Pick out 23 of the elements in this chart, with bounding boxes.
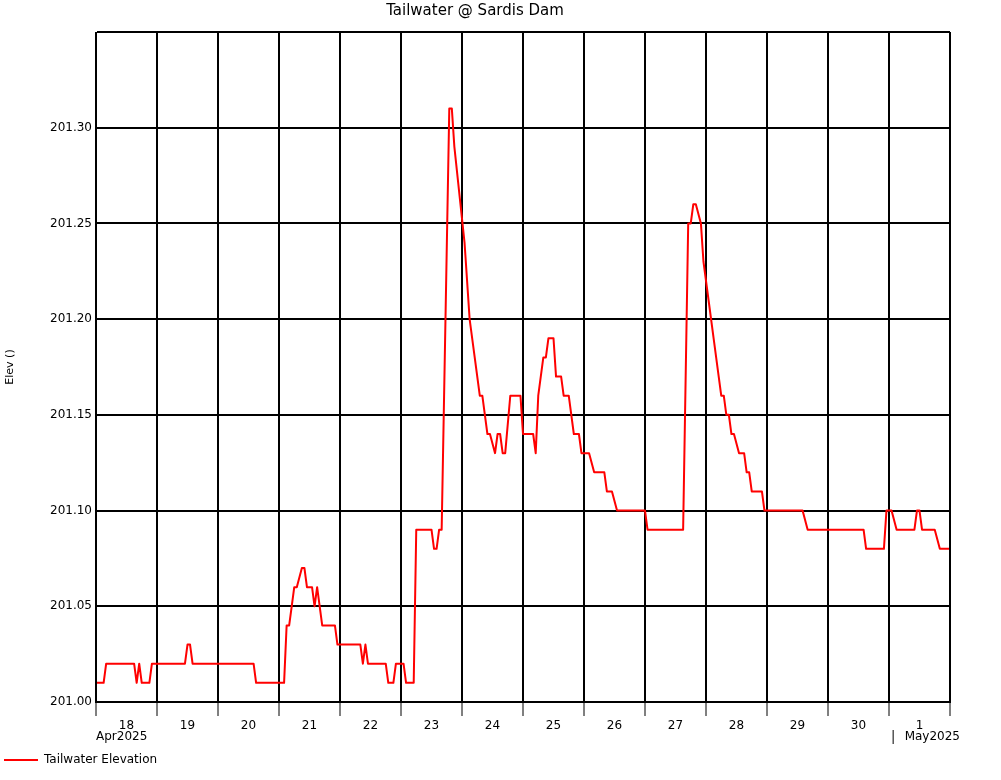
y-tick-label: 201.30	[50, 119, 92, 134]
x-tick-label: 20	[240, 718, 257, 733]
x-tick-label: 25	[545, 718, 562, 733]
x-tick-label: 26	[606, 718, 623, 733]
x-tick-label: 21	[301, 718, 318, 733]
y-tick-label: 201.10	[50, 502, 92, 517]
y-tick-label: 201.15	[50, 406, 92, 421]
legend-label: Tailwater Elevation	[43, 752, 158, 767]
chart-title: Tailwater @ Sardis Dam	[385, 0, 564, 19]
x-tick-label: 29	[789, 718, 806, 733]
y-tick-label: 201.05	[50, 598, 92, 613]
x-tick-label: 22	[362, 718, 379, 733]
y-axis-title: Elev ()	[3, 349, 17, 385]
x-tick-label: 28	[728, 718, 745, 733]
x-tick-label: 23	[423, 718, 440, 733]
x-tick-label: 24	[484, 718, 501, 733]
text: Apr2025	[96, 729, 148, 744]
x-tick-label: 19	[179, 718, 196, 733]
y-tick-label: 201.00	[50, 694, 92, 709]
x-tick-label: 30	[850, 718, 867, 733]
y-tick-label: 201.25	[50, 215, 92, 230]
y-tick-label: 201.20	[50, 311, 92, 326]
x-tick-label: 27	[667, 718, 684, 733]
